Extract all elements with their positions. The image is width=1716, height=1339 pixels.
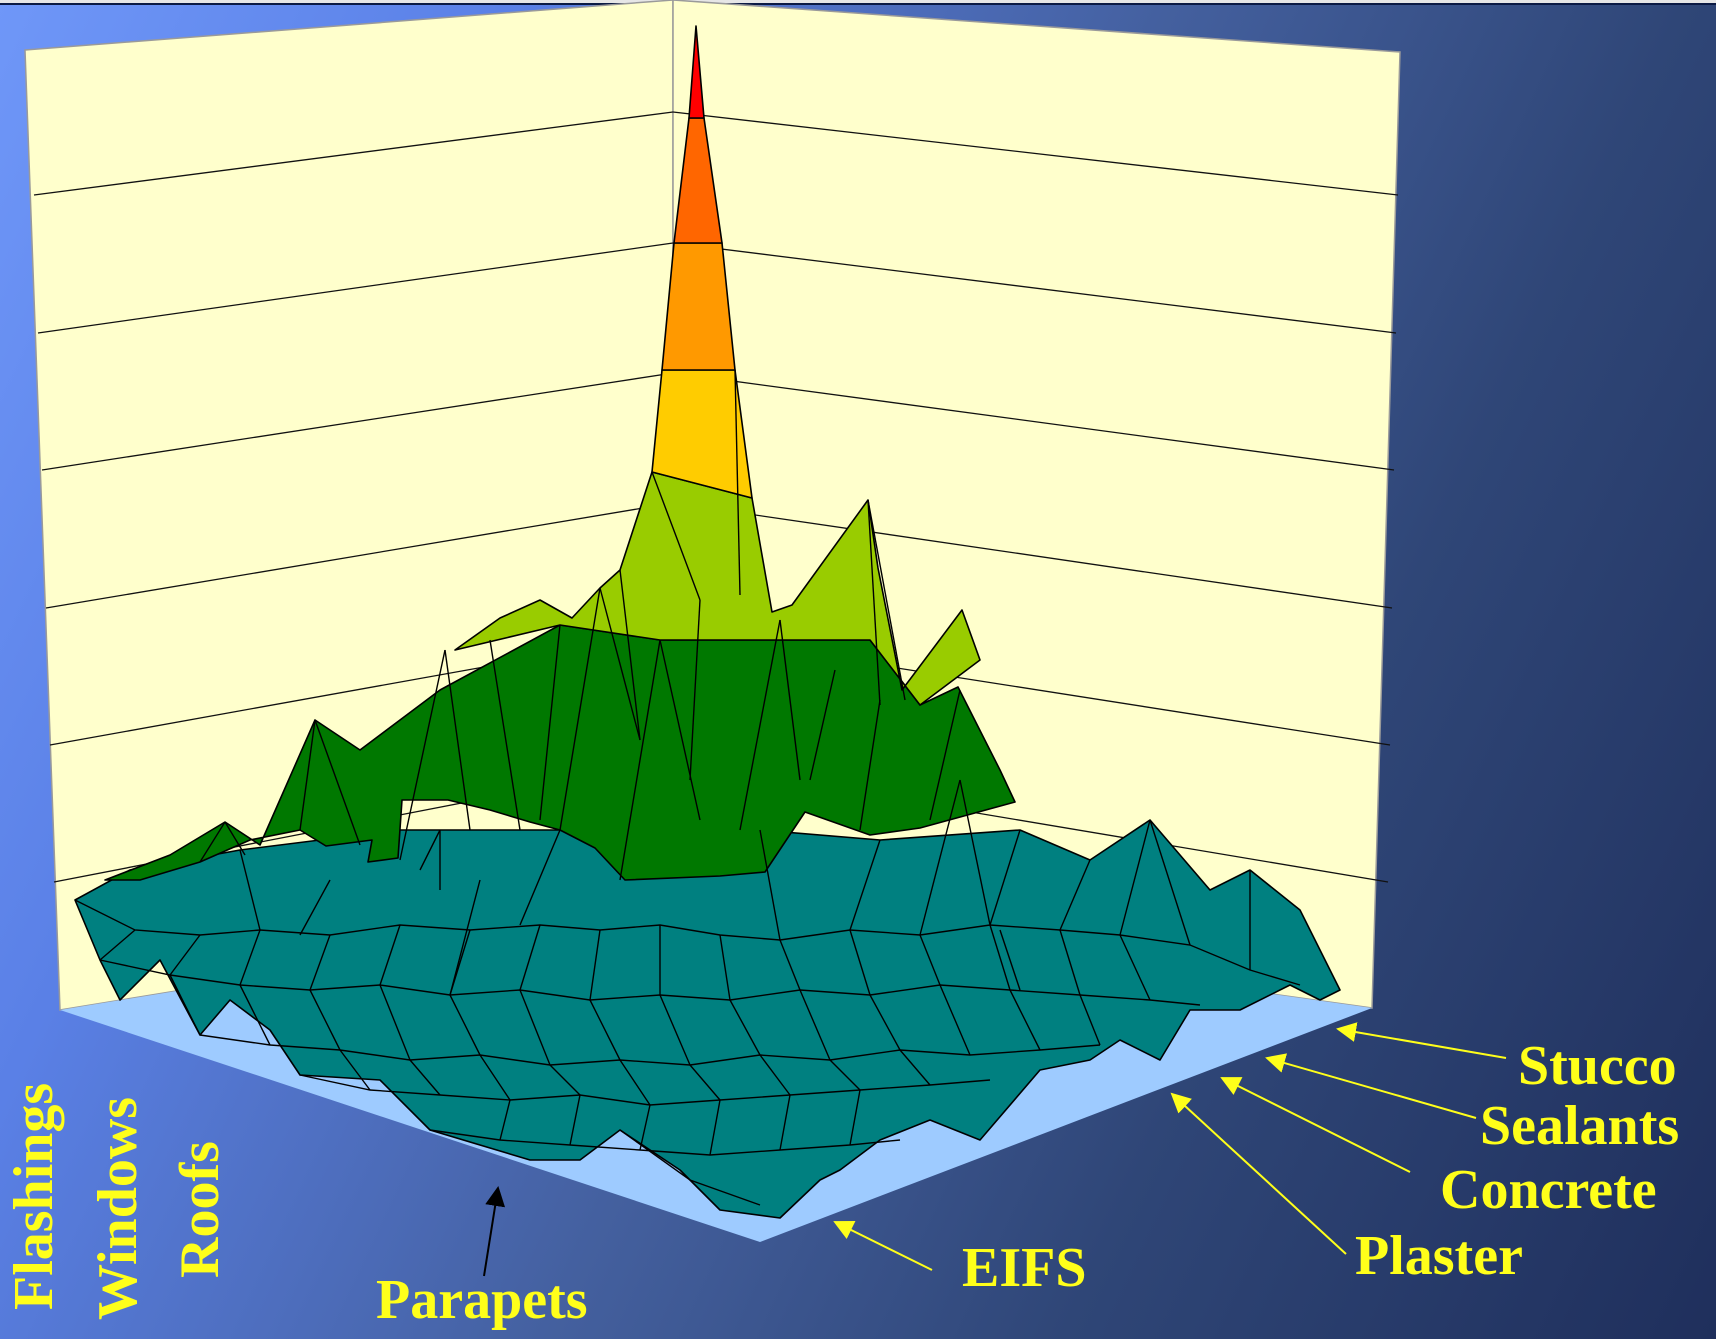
label-plaster: Plaster — [1355, 1225, 1523, 1287]
surface-peak-red — [688, 25, 705, 119]
surface-band-green — [104, 624, 1016, 881]
surface-mesh — [74, 369, 1301, 1206]
top-border-line — [0, 3, 1716, 5]
label-concrete: Concrete — [1440, 1159, 1657, 1221]
label-parapets: Parapets — [376, 1269, 588, 1331]
surface-band-lightgreen — [454, 471, 981, 706]
label-sealants: Sealants — [1480, 1095, 1680, 1157]
top-border — [0, 0, 1716, 3]
label-eifs: EIFS — [962, 1237, 1087, 1299]
label-stucco: Stucco — [1518, 1035, 1677, 1097]
